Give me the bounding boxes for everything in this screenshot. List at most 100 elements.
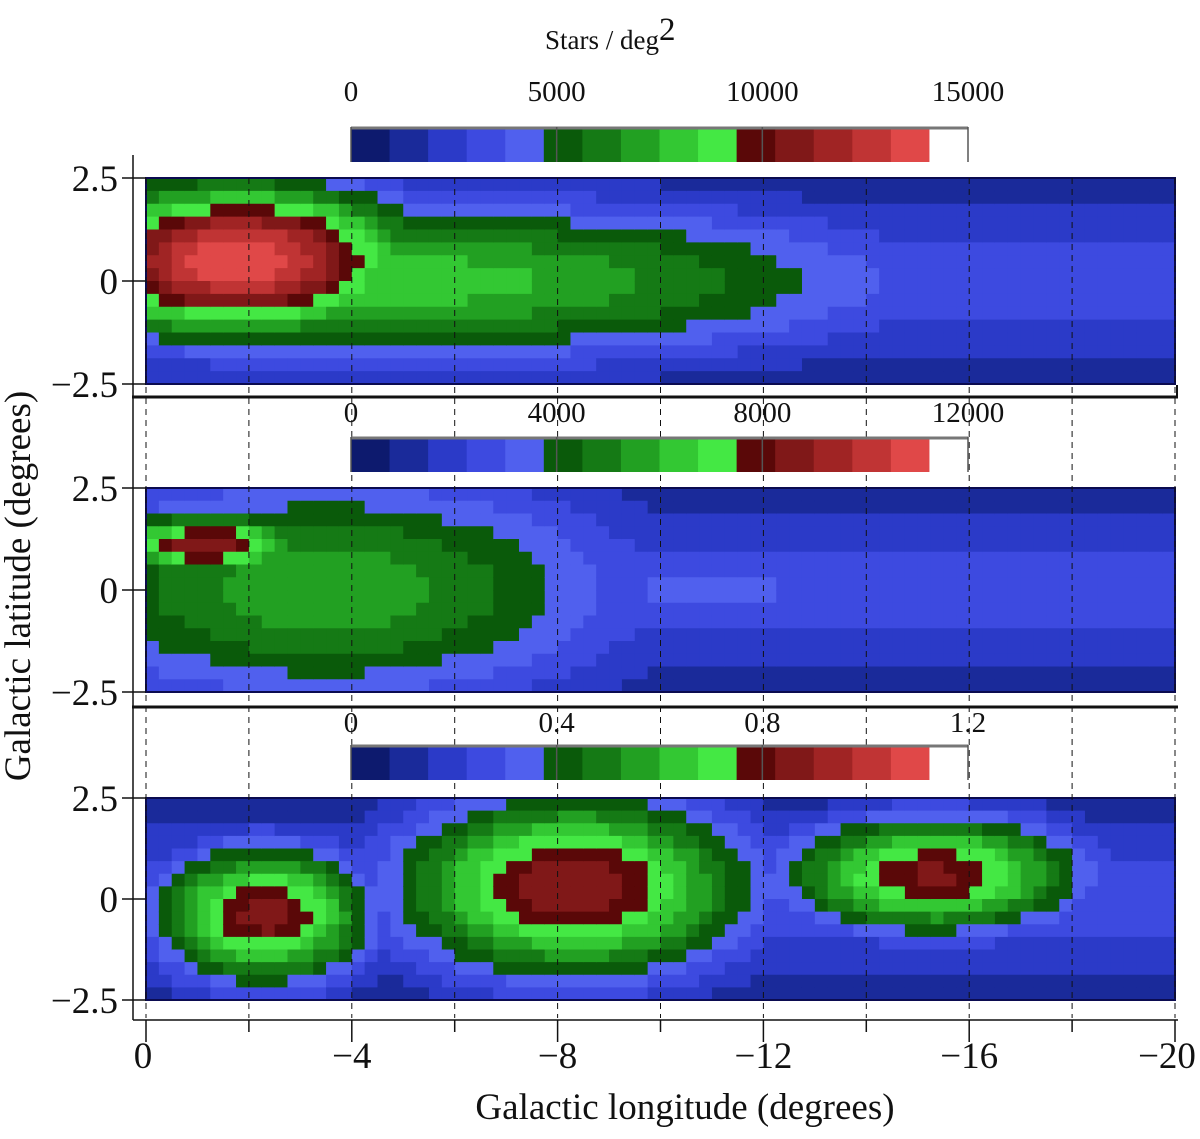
heatmap-cell — [930, 886, 945, 900]
heatmap-cell — [699, 628, 713, 642]
heatmap-cell — [493, 628, 507, 642]
heatmap-cell — [801, 810, 816, 824]
heatmap-cell — [904, 371, 919, 385]
heatmap-cell — [428, 615, 443, 629]
heatmap-cell — [660, 936, 674, 951]
heatmap-cell — [1033, 371, 1047, 385]
heatmap-cell — [338, 798, 353, 812]
heatmap-cell — [416, 962, 430, 976]
heatmap-cell — [1007, 835, 1022, 850]
heatmap-cell — [313, 242, 327, 256]
heatmap-cell — [236, 924, 250, 938]
heatmap-cell — [879, 306, 893, 321]
heatmap-cell — [1149, 488, 1163, 502]
heatmap-cell — [776, 590, 790, 604]
heatmap-cell — [467, 835, 482, 850]
heatmap-cell — [827, 564, 842, 578]
heatmap-cell — [390, 229, 404, 243]
heatmap-cell — [789, 539, 803, 553]
heatmap-cell — [647, 203, 662, 218]
heatmap-cell — [750, 911, 764, 925]
heatmap-cell — [454, 987, 469, 1001]
heatmap-cell — [583, 513, 597, 527]
heatmap-cell — [223, 293, 237, 308]
heatmap-cell — [364, 306, 379, 321]
colorbar-swatch — [659, 438, 699, 472]
heatmap-cell — [904, 488, 919, 502]
heatmap-cell — [943, 500, 957, 515]
heatmap-cell — [699, 178, 713, 192]
heatmap-cell — [917, 949, 932, 963]
heatmap-cell — [210, 319, 224, 334]
heatmap-cell — [184, 319, 199, 334]
heatmap-cell — [248, 810, 263, 824]
heatmap-cell — [1110, 577, 1125, 591]
heatmap-cell — [969, 281, 983, 295]
heatmap-cell — [1123, 500, 1138, 515]
heatmap-panel-middle — [145, 487, 1176, 693]
heatmap-cell — [287, 666, 301, 680]
heatmap-cell — [711, 242, 726, 256]
heatmap-cell — [686, 615, 700, 629]
heatmap-cell — [1097, 293, 1112, 308]
heatmap-cell — [467, 577, 482, 591]
heatmap-cell — [313, 526, 327, 540]
heatmap-cell — [943, 190, 957, 205]
heatmap-cell — [1097, 924, 1112, 938]
heatmap-cell — [892, 987, 906, 1001]
heatmap-cell — [686, 810, 700, 824]
heatmap-cell — [1097, 823, 1112, 837]
heatmap-cell — [827, 823, 842, 837]
heatmap-cell — [364, 332, 379, 346]
heatmap-cell — [724, 488, 739, 502]
heatmap-cell — [1020, 848, 1035, 862]
heatmap-cell — [840, 539, 855, 553]
heatmap-cell — [776, 488, 790, 502]
heatmap-cell — [1110, 190, 1125, 205]
heatmap-cell — [879, 488, 893, 502]
heatmap-cell — [248, 886, 263, 900]
heatmap-cell — [750, 974, 764, 988]
heatmap-cell — [236, 936, 250, 951]
heatmap-cell — [223, 242, 237, 256]
heatmap-cell — [1072, 602, 1086, 617]
heatmap-cell — [750, 526, 764, 540]
heatmap-cell — [673, 371, 687, 385]
heatmap-cell — [326, 255, 340, 269]
heatmap-cell — [776, 539, 790, 553]
heatmap-cell — [711, 358, 726, 372]
heatmap-cell — [1097, 873, 1112, 887]
heatmap-cell — [763, 653, 777, 668]
heatmap-cell — [351, 306, 366, 321]
heatmap-cell — [313, 835, 327, 850]
colorbar-tick-label: 0.8 — [744, 707, 780, 739]
heatmap-cell — [223, 974, 237, 988]
heatmap-cell — [480, 306, 494, 321]
heatmap-cell — [647, 949, 662, 963]
heatmap-cell — [943, 899, 957, 913]
heatmap-cell — [570, 974, 584, 988]
heatmap-cell — [223, 949, 237, 963]
heatmap-cell — [236, 358, 250, 372]
heatmap-cell — [814, 268, 829, 282]
heatmap-cell — [801, 577, 816, 591]
heatmap-cell — [570, 242, 584, 256]
heatmap-cell — [544, 488, 559, 502]
heatmap-cell — [969, 666, 983, 680]
heatmap-cell — [686, 666, 700, 680]
heatmap-cell — [416, 551, 430, 566]
heatmap-cell — [750, 371, 764, 385]
heatmap-cell — [699, 974, 713, 988]
heatmap-cell — [1149, 974, 1163, 988]
heatmap-cell — [416, 936, 430, 951]
heatmap-cell — [351, 332, 366, 346]
heatmap-cell — [467, 823, 482, 837]
heatmap-cell — [673, 488, 687, 502]
heatmap-cell — [248, 628, 263, 642]
heatmap-cell — [930, 293, 945, 308]
heatmap-cell — [519, 293, 533, 308]
colorbar-swatch — [852, 438, 892, 472]
heatmap-cell — [930, 962, 945, 976]
heatmap-cell — [287, 281, 301, 295]
heatmap-cell — [531, 551, 546, 566]
